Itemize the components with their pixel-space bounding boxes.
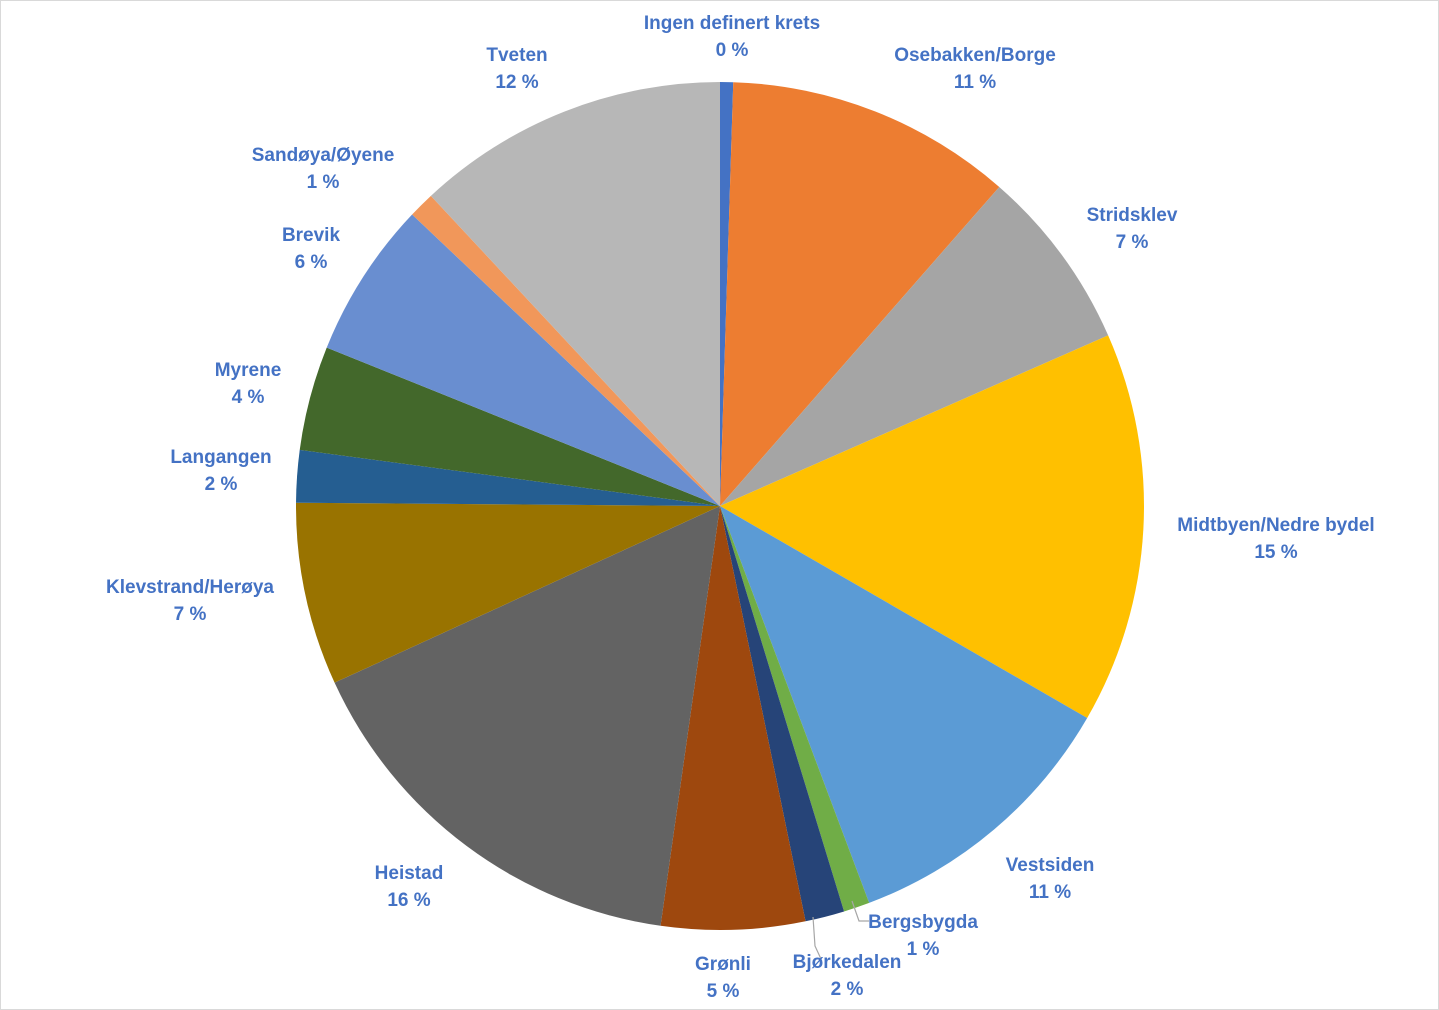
leader-line-bjorkedalen [812,916,822,960]
slice-name: Bergsbygda [868,912,978,933]
slice-label-ingen-definert-krets: Ingen definert krets 0 % [644,13,820,61]
slice-name: Ingen definert krets [644,13,820,34]
slice-name: Langangen [170,447,271,468]
slice-bergsbygda [720,506,870,912]
slice-bjorkedalen [720,506,845,922]
slice-name: Brevik [282,225,341,246]
slice-osebakken-borge [720,82,1000,507]
slice-percent: 15 % [1254,542,1297,563]
slice-label-klevstrand-heroya: Klevstrand/Herøya 7 % [106,577,274,625]
slice-tveten [430,82,720,506]
slice-percent: 5 % [707,981,740,1002]
slice-label-myrene: Myrene 4 % [215,360,282,408]
slice-label-langangen: Langangen 2 % [170,447,271,495]
leaders-layer [812,900,869,960]
slice-name: Bjørkedalen [793,952,902,973]
slice-name: Midtbyen/Nedre bydel [1177,515,1374,536]
slice-langangen [296,449,720,506]
slice-label-vestsiden: Vestsiden 11 % [1006,855,1095,903]
slice-percent: 1 % [907,939,940,960]
slice-ingen-definert-krets [720,82,734,506]
labels-layer: Ingen definert krets 0 % Osebakken/Borge 11… [106,13,1375,1002]
slice-percent: 1 % [307,172,340,193]
slice-name: Vestsiden [1006,855,1095,876]
slices-layer [295,82,1144,931]
slice-percent: 12 % [495,72,538,93]
slice-label-osebakken-borge: Osebakken/Borge 11 % [894,45,1056,93]
slice-gronli [660,506,806,931]
slice-label-midtbyen-nedre-bydel: Midtbyen/Nedre bydel 15 % [1177,515,1374,563]
slice-percent: 2 % [831,979,864,1000]
slice-vestsiden [720,506,1088,903]
leader-line-bergsbygda [851,900,869,922]
slice-percent: 11 % [954,72,996,93]
slice-name: Myrene [215,360,282,381]
slice-label-heistad: Heistad 16 % [375,863,444,911]
slice-label-brevik: Brevik 6 % [282,225,341,273]
slice-klevstrand-heroya [295,502,720,683]
slice-percent: 4 % [232,387,265,408]
slice-name: Stridsklev [1087,205,1178,226]
slice-brevik [326,214,720,506]
slice-percent: 11 % [1029,882,1071,903]
slice-stridsklev [720,186,1109,506]
slice-heistad [334,506,720,926]
slice-percent: 2 % [205,474,238,495]
slice-name: Sandøya/Øyene [252,145,395,166]
slice-percent: 7 % [1116,232,1149,253]
slice-sandoya-oyene [412,195,720,506]
slice-name: Klevstrand/Herøya [106,577,274,598]
slice-name: Heistad [375,863,444,884]
slice-percent: 6 % [295,252,328,273]
slice-myrene [299,347,720,506]
slice-label-gronli: Grønli 5 % [695,954,751,1002]
slice-percent: 0 % [716,40,749,61]
slice-label-bjorkedalen: Bjørkedalen 2 % [793,952,902,1000]
slice-percent: 16 % [387,890,430,911]
slice-label-sandoya-oyene: Sandøya/Øyene 1 % [252,145,395,193]
slice-label-bergsbygda: Bergsbygda 1 % [868,912,978,960]
slice-name: Tveten [486,45,547,66]
slice-name: Osebakken/Borge [894,45,1056,66]
slice-name: Grønli [695,954,751,975]
slice-label-stridsklev: Stridsklev 7 % [1087,205,1178,253]
slice-label-tveten: Tveten 12 % [486,45,547,93]
slice-midtbyen-nedre-bydel [720,335,1144,718]
slice-percent: 7 % [174,604,207,625]
